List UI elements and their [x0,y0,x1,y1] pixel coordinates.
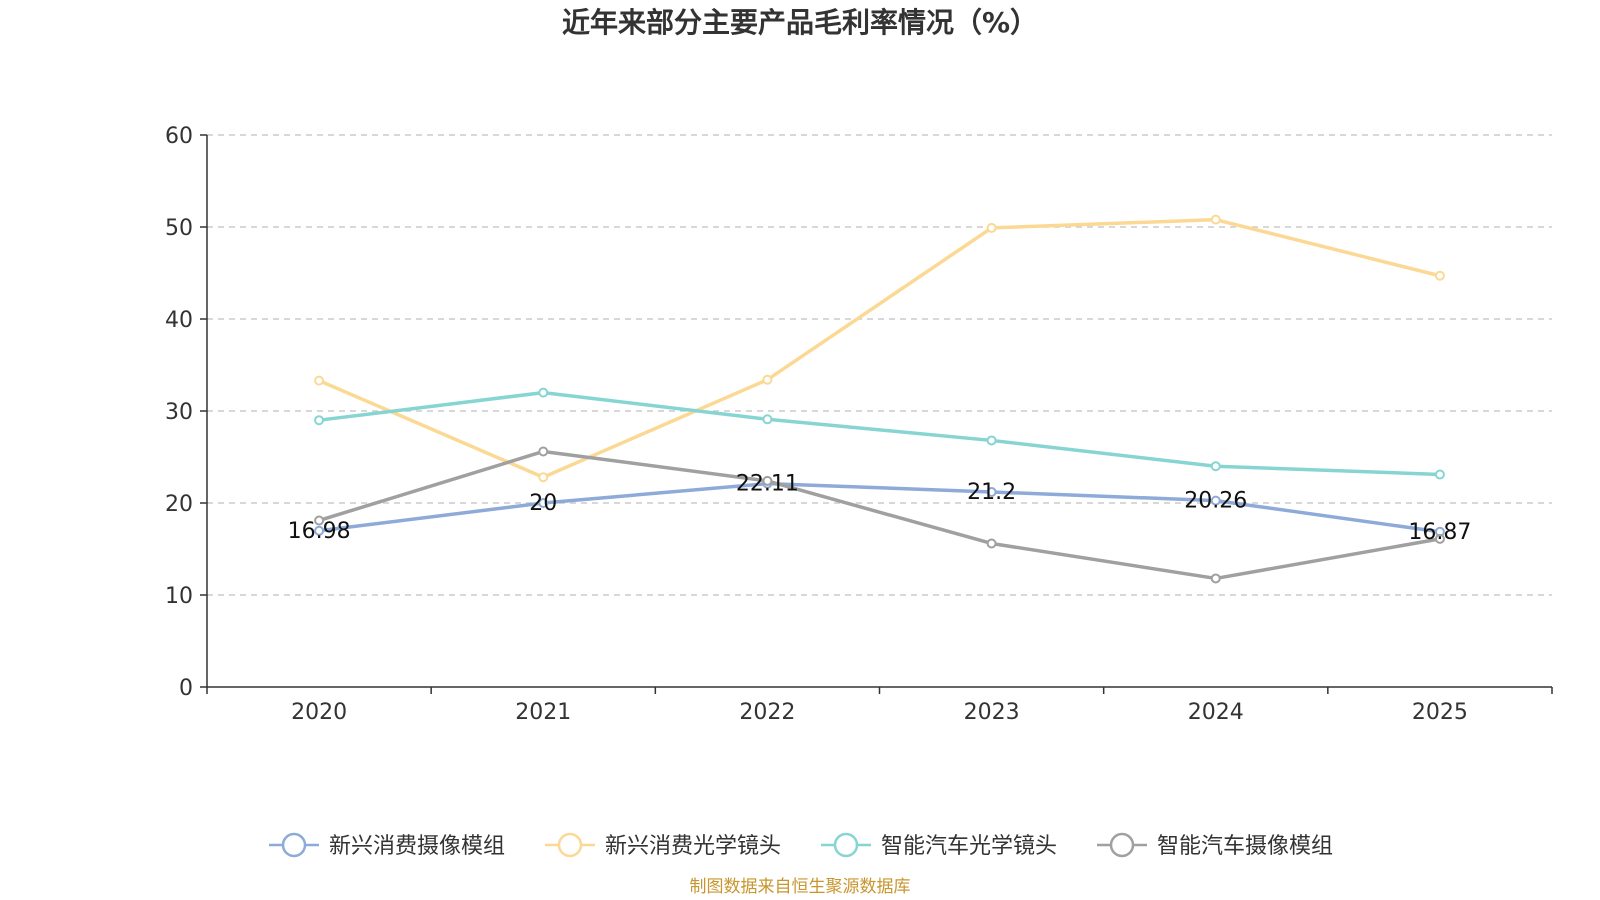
series-line [317,449,1442,581]
data-point [1434,270,1445,281]
legend-label: 智能汽车光学镜头 [881,834,1057,859]
data-label: 22.11 [736,472,799,497]
data-point [1434,533,1445,544]
legend-marker [1109,832,1135,858]
series-2 [314,214,1445,483]
chart-title: 近年来部分主要产品毛利率情况（%） [562,6,1038,39]
y-tick-label: 30 [165,400,193,425]
y-tick-label: 60 [165,124,193,149]
data-point [762,414,773,425]
series-line [317,481,1442,534]
data-point [762,374,773,385]
data-point [538,387,549,398]
series-1 [314,478,1445,537]
legend: 新兴消费摄像模组 新兴消费光学镜头 智能汽车光学镜头 智能汽车摄像模组 [269,832,1333,859]
legend-label: 新兴消费摄像模组 [329,834,505,859]
data-point [1434,469,1445,480]
x-tick-label: 2023 [964,700,1020,725]
data-point [1210,461,1221,472]
data-label: 16.87 [1408,520,1471,545]
legend-label: 新兴消费光学镜头 [605,834,781,859]
data-point [1210,573,1221,584]
data-point [1210,495,1221,506]
data-point [986,222,997,233]
x-tick-label: 2025 [1412,700,1468,725]
legend-item: 智能汽车摄像模组 [1097,832,1333,859]
grid-lines [207,134,1552,596]
data-label: 20.26 [1184,489,1247,514]
data-point [314,415,325,426]
legend-label: 智能汽车摄像模组 [1157,834,1333,859]
x-tick-label: 2024 [1188,700,1244,725]
data-point [538,498,549,508]
data-point [986,538,997,549]
y-tick-label: 40 [165,308,193,333]
source-note: 制图数据来自恒生聚源数据库 [690,877,911,897]
data-point [538,446,549,457]
axes: 0 10 20 30 40 50 60 2020 2021 2022 2023 2024 2025 [165,124,1553,725]
data-labels: 16.98 20 22.11 21.2 20.26 16.87 [288,472,1472,545]
x-tick-label: 2021 [515,700,571,725]
legend-item: 智能汽车光学镜头 [821,832,1057,859]
y-tick-label: 50 [165,216,193,241]
legend-marker [281,832,307,858]
data-label: 16.98 [288,519,351,544]
y-tick-label: 20 [165,492,193,517]
data-point [538,472,549,483]
series-line [317,390,1442,477]
data-point [762,475,773,486]
data-label: 20 [529,491,557,516]
data-label: 21.2 [967,480,1016,505]
data-point [1210,214,1221,225]
data-point [986,435,997,446]
x-tick-label: 2020 [291,700,347,725]
data-point [314,375,325,386]
legend-marker [833,832,859,858]
legend-item: 新兴消费摄像模组 [269,832,505,859]
y-tick-label: 0 [179,676,193,701]
y-tick-label: 10 [165,584,193,609]
legend-item: 新兴消费光学镜头 [545,832,781,859]
series-line [317,217,1442,479]
data-point [314,525,325,536]
data-point [986,486,997,497]
x-tick-label: 2022 [739,700,795,725]
series-4 [314,446,1445,584]
series-3 [314,387,1445,480]
legend-marker [557,832,583,858]
series-group [314,214,1445,584]
data-point [314,515,325,526]
